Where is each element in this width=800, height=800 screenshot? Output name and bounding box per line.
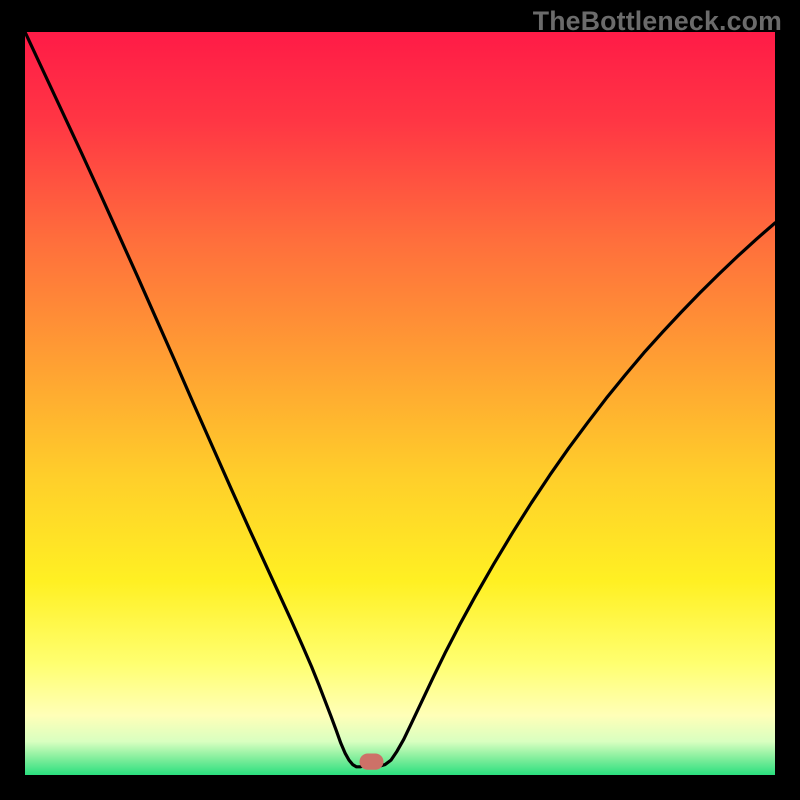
plot-area: [25, 32, 775, 775]
plot-background: [25, 32, 775, 775]
optimum-marker: [360, 753, 384, 769]
plot-svg: [25, 32, 775, 775]
chart-canvas: TheBottleneck.com: [0, 0, 800, 800]
